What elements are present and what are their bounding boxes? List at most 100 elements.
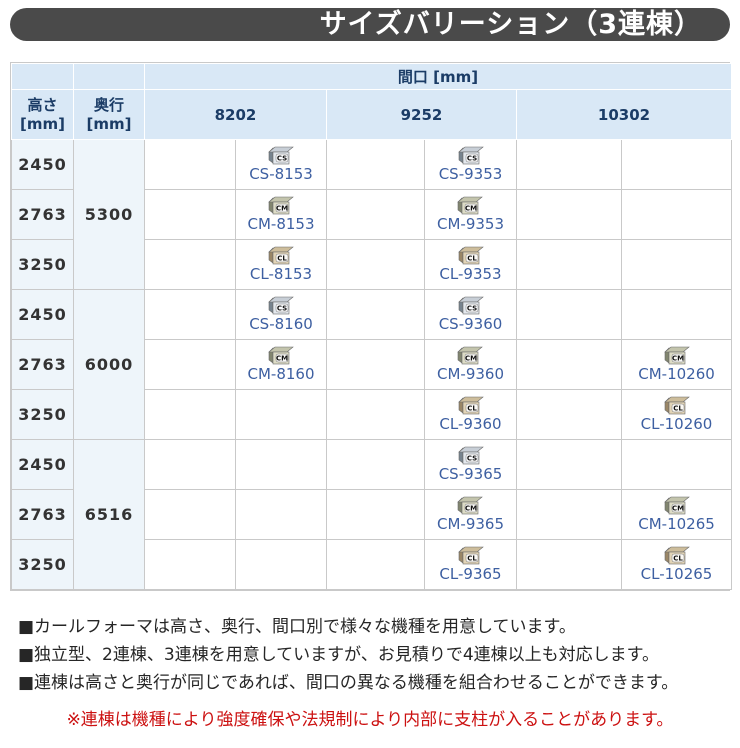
empty-subcell xyxy=(516,389,622,440)
model-link-cm-9353[interactable]: CM CM-9353 xyxy=(437,196,504,233)
model-cell: CS CS-9353 xyxy=(424,139,517,190)
model-cell: CM CM-10265 xyxy=(620,489,733,540)
product-box-icon: CL xyxy=(457,246,484,265)
model-link-cl-10260[interactable]: CL CL-10260 xyxy=(640,396,713,433)
svg-text:CM: CM xyxy=(465,204,477,212)
empty-model-cell xyxy=(235,539,327,590)
empty-subcell xyxy=(144,489,236,540)
empty-subcell xyxy=(144,239,236,290)
note-line: ■連棟は高さと奥行が同じであれば、間口の異なる機種を組合わせることができます。 xyxy=(18,673,679,693)
empty-model-cell xyxy=(620,239,733,290)
note-line: ■独立型、2連棟、3連棟を用意していますが、お見積りで4連棟以上も対応します。 xyxy=(18,645,659,665)
empty-subcell xyxy=(326,139,425,190)
svg-text:CS: CS xyxy=(277,304,287,312)
model-link-cl-9353[interactable]: CL CL-9353 xyxy=(439,246,502,283)
height-cell: 2763 xyxy=(11,339,74,390)
model-link-cl-10265[interactable]: CL CL-10265 xyxy=(640,546,713,583)
model-cell: CM CM-8153 xyxy=(235,189,327,240)
model-link-cm-9365[interactable]: CM CM-9365 xyxy=(437,496,504,533)
empty-subcell xyxy=(516,239,622,290)
model-link-cl-9365[interactable]: CL CL-9365 xyxy=(439,546,502,583)
model-label: CL-9353 xyxy=(439,264,502,283)
svg-text:CM: CM xyxy=(276,204,288,212)
model-cell: CS CS-8160 xyxy=(235,289,327,340)
model-cell: CS CS-9365 xyxy=(424,439,517,490)
model-label: CL-9365 xyxy=(439,564,502,583)
model-cell: CL CL-9353 xyxy=(424,239,517,290)
model-cell: CL CL-10260 xyxy=(620,389,733,440)
height-cell: 3250 xyxy=(11,239,74,290)
model-cell: CL CL-10265 xyxy=(620,539,733,590)
product-box-icon: CM xyxy=(663,496,690,515)
table-row: 3250 CL CL-9365 CL CL-10265 xyxy=(11,539,733,590)
height-header: 高さ [mm] xyxy=(11,89,74,140)
model-link-cl-8153[interactable]: CL CL-8153 xyxy=(250,246,312,283)
model-link-cm-10260[interactable]: CM CM-10260 xyxy=(638,346,715,383)
depth-cell: 5300 xyxy=(73,139,145,290)
model-link-cs-8160[interactable]: CS CS-8160 xyxy=(249,296,313,333)
product-box-icon: CS xyxy=(457,296,484,315)
model-link-cs-9353[interactable]: CS CS-9353 xyxy=(439,146,502,183)
model-label: CM-9353 xyxy=(436,214,504,233)
model-label: CL-10265 xyxy=(640,564,713,583)
model-link-cm-10265[interactable]: CM CM-10265 xyxy=(638,496,715,533)
product-box-icon: CM xyxy=(663,346,690,365)
empty-subcell xyxy=(326,289,425,340)
model-link-cs-9365[interactable]: CS CS-9365 xyxy=(438,446,503,483)
table-row: 2450 6516 CS CS-9365 xyxy=(11,439,733,590)
product-box-icon: CL xyxy=(663,396,690,415)
model-link-cs-8153[interactable]: CS CS-8153 xyxy=(249,146,313,183)
height-cell: 3250 xyxy=(11,539,74,590)
model-link-cm-9360[interactable]: CM CM-9360 xyxy=(437,346,504,383)
model-link-cl-9360[interactable]: CL CL-9360 xyxy=(439,396,502,433)
model-label: CL-10260 xyxy=(640,414,713,433)
product-box-icon: CM xyxy=(268,346,294,365)
note-line: ■カールフォーマは高さ、奥行、間口別で様々な機種を用意しています。 xyxy=(18,617,576,637)
model-cell: CS CS-8153 xyxy=(235,139,327,190)
svg-text:CM: CM xyxy=(671,354,683,362)
model-label: CM-8153 xyxy=(247,214,315,233)
empty-subcell xyxy=(326,389,425,440)
model-link-cs-9360[interactable]: CS CS-9360 xyxy=(438,296,503,333)
empty-subcell xyxy=(144,139,236,190)
table-row: 2450 5300 CS CS-8153 CS CS-9353 xyxy=(11,139,733,290)
svg-text:CS: CS xyxy=(466,454,476,462)
empty-subcell xyxy=(516,139,622,190)
svg-text:CS: CS xyxy=(466,304,476,312)
empty-subcell xyxy=(516,339,622,390)
size-variation-table-wrap: 間口 [mm] 高さ [mm] 奥行 [mm] 8202 9252 10302 … xyxy=(10,62,733,591)
svg-text:CL: CL xyxy=(673,554,683,562)
model-label: CM-9365 xyxy=(436,514,504,533)
svg-text:CL: CL xyxy=(673,404,683,412)
model-cell: CM CM-10260 xyxy=(620,339,733,390)
frontage-header: 間口 [mm] xyxy=(143,63,733,90)
empty-model-cell xyxy=(235,389,327,440)
empty-model-cell xyxy=(620,439,733,490)
col-header-9252: 9252 xyxy=(326,89,517,140)
model-cell: CM CM-9353 xyxy=(424,189,517,240)
empty-subcell xyxy=(516,439,622,490)
model-label: CS-9360 xyxy=(438,314,503,333)
empty-model-cell xyxy=(620,189,733,240)
product-box-icon: CM xyxy=(457,346,484,365)
empty-subcell xyxy=(144,389,236,440)
header-row-columns: 高さ [mm] 奥行 [mm] 8202 9252 10302 xyxy=(11,89,733,140)
title-banner: サイズバリーション（3連棟） xyxy=(10,8,730,41)
empty-subcell xyxy=(144,289,236,340)
model-link-cm-8153[interactable]: CM CM-8153 xyxy=(247,196,315,233)
size-variation-table: 間口 [mm] 高さ [mm] 奥行 [mm] 8202 9252 10302 … xyxy=(11,63,733,590)
notes-block: ■カールフォーマは高さ、奥行、間口別で様々な機種を用意しています。 ■独立型、2… xyxy=(18,613,740,697)
table-row: 2763 CM CM-8160 CM CM-9360 CM CM-10260 xyxy=(11,339,733,390)
svg-text:CL: CL xyxy=(467,254,477,262)
page-title: サイズバリーション（3連棟） xyxy=(319,9,702,40)
svg-text:CL: CL xyxy=(467,404,477,412)
model-label: CS-8153 xyxy=(249,164,313,183)
model-link-cm-8160[interactable]: CM CM-8160 xyxy=(247,346,315,383)
model-label: CS-9365 xyxy=(438,464,503,483)
empty-subcell xyxy=(326,239,425,290)
empty-subcell xyxy=(516,489,622,540)
model-label: CM-8160 xyxy=(247,364,315,383)
model-cell: CL CL-8153 xyxy=(235,239,327,290)
empty-subcell xyxy=(516,289,622,340)
model-label: CM-10260 xyxy=(638,364,715,383)
